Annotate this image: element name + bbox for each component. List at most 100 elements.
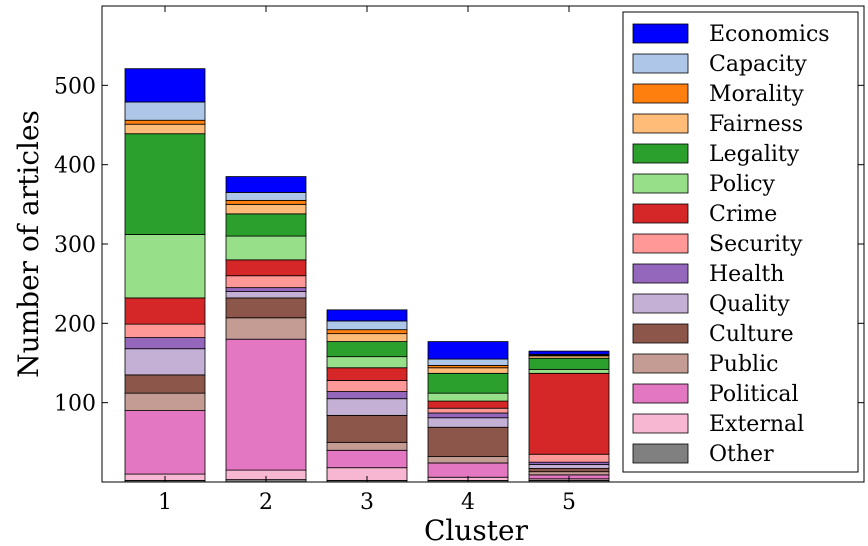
bar-segment-quality-cluster-4: [427, 417, 509, 428]
bar-segment-policy-cluster-3: [326, 356, 408, 369]
bar-segment-public-cluster-2: [225, 317, 307, 340]
legend-swatch-morality: [632, 83, 689, 104]
legend-label-security: Security: [709, 232, 803, 257]
bar-segment-culture-cluster-5: [528, 468, 610, 473]
legend-swatch-public: [632, 353, 689, 374]
legend-label-economics: Economics: [709, 22, 830, 47]
legend-swatch-political: [632, 383, 689, 404]
legend-swatch-security: [632, 233, 689, 254]
bar-segment-legality-cluster-5: [528, 357, 610, 370]
bar-segment-culture-cluster-3: [326, 414, 408, 443]
bar-segment-health-cluster-4: [427, 412, 509, 419]
bar-segment-legality-cluster-2: [225, 213, 307, 237]
bar-segment-capacity-cluster-2: [225, 192, 307, 201]
legend-swatch-quality: [632, 293, 689, 314]
legend-swatch-external: [632, 413, 689, 434]
bar-segment-morality-cluster-2: [225, 199, 307, 205]
x-axis: 1 2 3 4 5: [158, 6, 576, 515]
bar-segment-policy-cluster-5: [528, 368, 610, 374]
bar-segment-health-cluster-1: [124, 337, 206, 350]
legend-swatch-policy: [632, 173, 689, 194]
bar-segment-economics-cluster-5: [528, 350, 610, 355]
y-tick-label: 400: [54, 154, 96, 179]
bar-segment-public-cluster-5: [528, 471, 610, 476]
x-tick-label: 3: [360, 490, 374, 515]
bar-segment-political-cluster-3: [326, 449, 408, 469]
legend-label-culture: Culture: [709, 322, 794, 347]
legend-swatch-culture: [632, 323, 689, 344]
y-axis-label: Number of articles: [12, 110, 45, 378]
legend: Economics Capacity Morality Fairness Legalit…: [622, 11, 859, 473]
x-tick-label: 4: [461, 490, 475, 515]
bar-segment-economics-cluster-1: [124, 68, 206, 103]
bar-segment-culture-cluster-1: [124, 374, 206, 394]
bar-segment-quality-cluster-3: [326, 398, 408, 416]
bar-segment-capacity-cluster-1: [124, 101, 206, 121]
bar-segment-economics-cluster-4: [427, 341, 509, 360]
bar-segment-health-cluster-3: [326, 391, 408, 400]
legend-label-morality: Morality: [709, 82, 804, 107]
bar-segment-policy-cluster-1: [124, 234, 206, 299]
legend-label-legality: Legality: [709, 142, 800, 167]
bar-segment-fairness-cluster-3: [326, 333, 408, 342]
bar-segment-political-cluster-1: [124, 410, 206, 475]
bar-segment-morality-cluster-3: [326, 329, 408, 335]
bar-segment-crime-cluster-2: [225, 259, 307, 277]
legend-label-crime: Crime: [709, 202, 777, 227]
bar-segment-quality-cluster-1: [124, 348, 206, 376]
bar-segment-security-cluster-3: [326, 380, 408, 392]
bar-segment-public-cluster-1: [124, 392, 206, 412]
legend-label-fairness: Fairness: [709, 112, 803, 137]
legend-swatch-crime: [632, 203, 689, 224]
bar-segment-quality-cluster-2: [225, 291, 307, 299]
bar-segment-economics-cluster-2: [225, 176, 307, 193]
y-tick-label: 500: [54, 74, 96, 99]
bar-segment-security-cluster-4: [427, 407, 509, 414]
bar-segment-legality-cluster-4: [427, 372, 509, 394]
x-tick-label: 1: [158, 490, 172, 515]
legend-label-public: Public: [709, 352, 778, 377]
bar-segment-capacity-cluster-4: [427, 358, 509, 366]
legend-swatch-other: [632, 443, 689, 464]
legend-swatch-economics: [632, 23, 689, 44]
legend-label-capacity: Capacity: [709, 52, 807, 77]
bar-segment-security-cluster-2: [225, 275, 307, 289]
bar-segment-legality-cluster-1: [124, 133, 206, 235]
bar-segment-culture-cluster-2: [225, 297, 307, 319]
bar-segment-crime-cluster-4: [427, 400, 509, 409]
bar-segment-political-cluster-2: [225, 338, 307, 471]
legend-swatch-legality: [632, 143, 689, 164]
bar-segment-fairness-cluster-2: [225, 203, 307, 215]
bar-segment-public-cluster-4: [427, 456, 509, 464]
y-tick-label: 300: [54, 233, 96, 258]
x-tick-label: 2: [259, 490, 273, 515]
bar-segment-policy-cluster-4: [427, 392, 509, 402]
bar-segment-health-cluster-2: [225, 287, 307, 292]
bar-segment-quality-cluster-5: [528, 464, 610, 469]
legend-swatch-capacity: [632, 53, 689, 74]
y-tick-label: 100: [54, 392, 96, 417]
bar-segment-public-cluster-3: [326, 441, 408, 451]
bar-segment-crime-cluster-1: [124, 297, 206, 325]
legend-label-health: Health: [709, 262, 784, 287]
bar-segment-economics-cluster-3: [326, 309, 408, 322]
bar-segment-political-cluster-4: [427, 462, 509, 478]
legend-label-policy: Policy: [709, 172, 776, 197]
bar-segment-morality-cluster-1: [124, 119, 206, 125]
bar-segment-crime-cluster-3: [326, 367, 408, 381]
x-tick-label: 5: [562, 490, 576, 515]
y-axis: 100 200 300 400 500: [54, 74, 864, 417]
legend-label-political: Political: [709, 382, 799, 407]
legend-swatch-health: [632, 263, 689, 284]
legend-label-external: External: [709, 412, 804, 437]
bar-segment-capacity-cluster-3: [326, 320, 408, 331]
bar-segment-fairness-cluster-1: [124, 123, 206, 135]
bar-segment-crime-cluster-5: [528, 372, 610, 455]
x-axis-label: Cluster: [424, 514, 529, 546]
bar-segment-fairness-cluster-4: [427, 367, 509, 374]
bar-segment-security-cluster-1: [124, 323, 206, 339]
plot-frame: [101, 5, 865, 483]
legend-label-quality: Quality: [709, 292, 790, 317]
bar-segment-security-cluster-5: [528, 453, 610, 463]
